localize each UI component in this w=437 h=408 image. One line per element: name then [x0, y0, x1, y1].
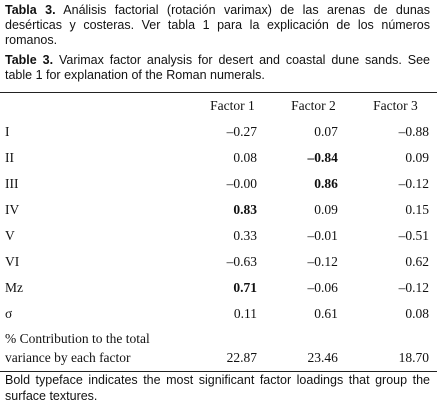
caption-text: Análisis factorial (rotación varimax) de… [5, 3, 430, 47]
table-row: VI –0.63 –0.12 0.62 [0, 249, 437, 275]
caption-label: Table 3. [5, 53, 54, 67]
cell: –0.12 [398, 176, 429, 191]
cell: 0.08 [405, 306, 429, 321]
row-label: III [5, 176, 19, 191]
footnote: Bold typeface indicates the most signifi… [5, 373, 430, 403]
cell: 0.08 [233, 150, 257, 165]
cell: 0.09 [314, 202, 338, 217]
cell: –0.06 [307, 280, 338, 295]
cell: –0.00 [226, 176, 257, 191]
table-row: V 0.33 –0.01 –0.51 [0, 223, 437, 249]
header-spacer [0, 93, 192, 120]
cell: –0.27 [226, 124, 257, 139]
cell: –0.63 [226, 254, 257, 269]
row-label: σ [5, 306, 13, 321]
cell: 0.71 [233, 280, 257, 295]
row-label: I [5, 124, 10, 139]
caption-text: Varimax factor analysis for desert and c… [5, 53, 430, 82]
table-row: IV 0.83 0.09 0.15 [0, 197, 437, 223]
table-row: III –0.00 0.86 –0.12 [0, 171, 437, 197]
caption-es: Tabla 3. Análisis factorial (rotación va… [5, 3, 430, 48]
cell: –0.88 [398, 124, 429, 139]
cell: 0.11 [233, 306, 257, 321]
column-header: Factor 2 [291, 98, 336, 113]
cell: 0.83 [233, 202, 257, 217]
table-row: % Contribution to the total variance by … [0, 327, 437, 372]
cell: –0.12 [307, 254, 338, 269]
column-header: Factor 3 [373, 98, 418, 113]
cell: 0.86 [314, 176, 338, 191]
table-row: II 0.08 –0.84 0.09 [0, 145, 437, 171]
cell: 0.33 [233, 228, 257, 243]
cell: –0.01 [307, 228, 338, 243]
cell: 0.61 [314, 306, 338, 321]
cell: 23.46 [307, 350, 338, 365]
cell: 0.62 [405, 254, 429, 269]
row-label: % Contribution to the total variance by … [5, 331, 150, 365]
table-row: Mz 0.71 –0.06 –0.12 [0, 275, 437, 301]
cell: –0.84 [307, 150, 338, 165]
table-row: I –0.27 0.07 –0.88 [0, 119, 437, 145]
header-row: Factor 1 Factor 2 Factor 3 [0, 93, 437, 120]
cell: 22.87 [226, 350, 257, 365]
row-label: Mz [5, 280, 23, 295]
cell: –0.12 [398, 280, 429, 295]
data-table: Factor 1 Factor 2 Factor 3 I –0.27 0.07 –0.88 I… [0, 92, 437, 372]
caption-label: Tabla 3. [5, 3, 56, 17]
cell: –0.51 [398, 228, 429, 243]
cell: 0.15 [405, 202, 429, 217]
cell: 0.09 [405, 150, 429, 165]
row-label: VI [5, 254, 20, 269]
table-row: σ 0.11 0.61 0.08 [0, 301, 437, 327]
cell: 0.07 [314, 124, 338, 139]
row-label: IV [5, 202, 20, 217]
row-label: II [5, 150, 14, 165]
column-header: Factor 1 [210, 98, 255, 113]
caption-en: Table 3. Varimax factor analysis for des… [5, 53, 430, 83]
cell: 18.70 [398, 350, 429, 365]
row-label: V [5, 228, 15, 243]
